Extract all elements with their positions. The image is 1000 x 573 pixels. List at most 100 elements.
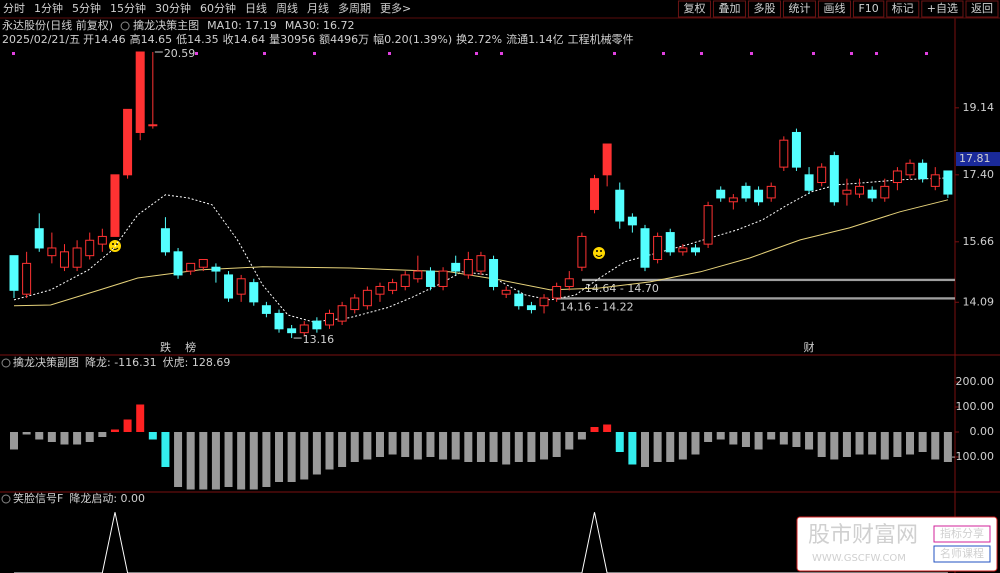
toolbar-button-frame[interactable] <box>782 0 816 18</box>
toolbar-tab[interactable]: 1分钟 <box>34 1 63 15</box>
ma-line <box>13 177 948 323</box>
toolbar-button-frame[interactable] <box>712 0 746 18</box>
candle-body <box>375 285 385 295</box>
bar <box>73 432 82 445</box>
candle-body <box>905 162 915 176</box>
candle-body <box>653 235 663 261</box>
candle-body <box>135 51 145 133</box>
bar <box>476 432 485 462</box>
candle-body <box>728 197 738 203</box>
bar <box>426 432 435 457</box>
bar <box>451 432 460 460</box>
bar <box>577 432 586 440</box>
y-tick-label: 100.00 <box>956 400 995 413</box>
toolbar-button[interactable]: 叠加 <box>718 2 740 15</box>
bar <box>98 432 107 437</box>
candle-body <box>703 205 713 245</box>
toolbar-button-frame[interactable] <box>747 0 781 18</box>
candle-body <box>690 247 700 253</box>
toolbar-tab[interactable]: 30分钟 <box>155 1 191 15</box>
candle-body <box>539 297 549 307</box>
bar <box>830 432 839 460</box>
quote-item: 低14.35 <box>176 33 219 46</box>
bar <box>60 432 69 445</box>
bar <box>716 432 725 440</box>
toolbar-button[interactable]: 标记 <box>892 1 914 15</box>
bar <box>287 432 296 482</box>
candle-body <box>337 305 347 322</box>
bar <box>350 432 359 462</box>
candle-body <box>9 255 19 291</box>
toolbar-tab[interactable]: 日线 <box>245 1 267 15</box>
bar <box>805 432 814 450</box>
bar <box>817 432 826 457</box>
toolbar-button[interactable]: +自选 <box>927 2 958 15</box>
candle-body <box>299 324 309 334</box>
candle-body <box>261 305 271 314</box>
toolbar-button-frame[interactable] <box>965 0 999 18</box>
watermark-tag-frame <box>933 525 991 543</box>
toolbar-button[interactable]: 画线 <box>823 1 845 15</box>
candle-body <box>425 270 435 287</box>
candle-body <box>665 232 675 253</box>
bar <box>161 432 170 467</box>
bar <box>615 432 624 452</box>
toolbar-button[interactable]: F10 <box>858 2 878 15</box>
bar <box>552 432 561 457</box>
bar <box>148 432 157 440</box>
toolbar-tab[interactable]: 周线 <box>276 1 298 15</box>
candle-body <box>716 189 726 199</box>
quote-item: 额4496万 <box>319 33 369 46</box>
toolbar-button-frame[interactable] <box>886 0 920 18</box>
bar <box>312 432 321 475</box>
bar <box>918 432 927 452</box>
bar <box>868 432 877 455</box>
toolbar-tab[interactable]: 月线 <box>307 1 329 15</box>
toolbar-button[interactable]: 复权 <box>683 1 705 15</box>
toolbar-button-frame[interactable] <box>921 0 964 18</box>
toolbar-tab[interactable]: 15分钟 <box>110 1 146 15</box>
y-tick-label: 14.09 <box>963 295 995 308</box>
toolbar-button-frame[interactable] <box>817 0 851 18</box>
toolbar-tab[interactable]: 分时 <box>3 2 25 15</box>
candle-body <box>791 131 801 168</box>
candle-body <box>160 228 170 253</box>
candle-body <box>817 166 827 184</box>
bar <box>262 432 271 487</box>
bar <box>767 432 776 440</box>
ma-legend: MA10: 17.19 <box>207 19 277 32</box>
bar <box>590 427 599 432</box>
bar <box>85 432 94 442</box>
toolbar-button[interactable]: 多股 <box>753 1 775 15</box>
toolbar-button[interactable]: 返回 <box>971 2 993 15</box>
toolbar-button-frame[interactable] <box>677 0 711 18</box>
event-marker: 跌 <box>160 340 171 354</box>
candle-body <box>552 285 562 299</box>
candle-body <box>829 155 839 203</box>
candle-body <box>602 143 612 176</box>
watermark-title: 股市财富网 <box>808 523 918 548</box>
candle-body <box>236 278 246 295</box>
bar <box>375 432 384 457</box>
candle-body <box>678 247 688 253</box>
event-marker: 财 <box>804 340 815 354</box>
candle-body <box>590 178 600 210</box>
stock-name: 永达股份(日线 前复权) <box>2 18 113 32</box>
quote-item: 高14.65 <box>130 32 173 46</box>
y-tick-label: 17.40 <box>963 168 995 181</box>
bar <box>666 432 675 462</box>
toolbar-button-frame[interactable] <box>852 0 885 18</box>
toolbar-button[interactable]: 统计 <box>788 2 810 15</box>
candle-body <box>766 185 776 199</box>
toolbar-tab[interactable]: 5分钟 <box>72 1 101 15</box>
bar <box>540 432 549 460</box>
candle-body <box>627 216 637 226</box>
range-label: 14.64 - 14.70 <box>585 282 659 295</box>
toolbar-tab[interactable]: 多周期 <box>338 1 371 15</box>
candle-body <box>400 274 410 287</box>
toolbar-tab[interactable]: 60分钟 <box>200 1 236 15</box>
candle-body <box>842 189 852 195</box>
toolbar-tab[interactable]: 更多> <box>380 1 411 15</box>
bar <box>388 432 397 455</box>
